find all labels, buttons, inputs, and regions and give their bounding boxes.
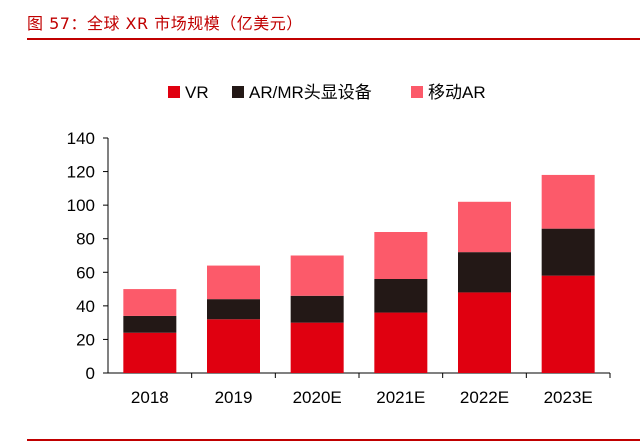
legend-label: 移动AR [428, 83, 486, 102]
bar-vr-2019 [207, 319, 260, 373]
y-tick-label: 0 [86, 364, 95, 383]
bar-vr-2018 [123, 332, 177, 373]
footer-divider [27, 439, 640, 441]
bar-ar-2022e [458, 201, 511, 253]
bar-ar-mr-2021e [374, 279, 428, 313]
bar-ar-2023e [541, 174, 595, 229]
bar-vr-2023e [541, 275, 595, 373]
y-tick-label: 20 [76, 330, 95, 349]
bar-vr-2020e [290, 322, 344, 373]
figure-title: 图 57：全球 XR 市场规模（亿美元） [27, 14, 303, 33]
x-tick-label: 2019 [215, 388, 253, 407]
x-tick-label: 2020E [293, 388, 342, 407]
legend-swatch [168, 86, 180, 98]
y-tick-label: 140 [67, 129, 95, 148]
bar-ar-mr-2018 [123, 315, 177, 333]
bar-ar-2018 [123, 289, 177, 316]
bar-vr-2022e [458, 292, 511, 373]
bar-vr-2021e [374, 312, 428, 373]
bar-ar-2019 [207, 265, 260, 300]
y-tick-label: 60 [76, 263, 95, 282]
legend-swatch [232, 86, 244, 98]
bar-ar-mr-2022e [458, 252, 511, 293]
bar-ar-mr-2019 [207, 299, 260, 320]
legend-swatch [411, 86, 423, 98]
bar-ar-2021e [374, 232, 428, 279]
bar-ar-mr-2023e [541, 228, 595, 276]
y-tick-label: 80 [76, 230, 95, 249]
x-tick-label: 2022E [460, 388, 509, 407]
y-tick-label: 40 [76, 297, 95, 316]
x-tick-label: 2018 [131, 388, 169, 407]
legend-label: AR/MR头显设备 [249, 83, 372, 102]
legend-label: VR [185, 83, 209, 102]
bar-ar-mr-2020e [290, 295, 344, 323]
y-tick-label: 100 [67, 196, 95, 215]
x-tick-label: 2023E [544, 388, 593, 407]
title-divider [27, 38, 640, 40]
bar-ar-2020e [290, 255, 344, 296]
x-tick-label: 2021E [376, 388, 425, 407]
y-tick-label: 120 [67, 163, 95, 182]
